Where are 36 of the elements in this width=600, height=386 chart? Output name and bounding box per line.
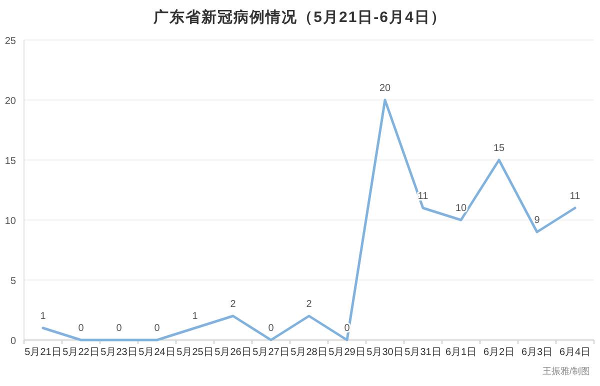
data-label: 0 xyxy=(116,323,122,334)
x-tick-label: 5月26日 xyxy=(214,347,252,358)
y-tick-label: 15 xyxy=(4,156,16,167)
x-tick-label: 6月2日 xyxy=(483,347,515,358)
chart-title: 广东省新冠病例情况（5月21日-6月4日） xyxy=(152,8,446,26)
x-tick-label: 5月23日 xyxy=(100,347,138,358)
x-tick-label: 6月3日 xyxy=(521,347,553,358)
data-label: 9 xyxy=(534,215,540,226)
data-label: 1 xyxy=(192,311,198,322)
x-tick-label: 5月24日 xyxy=(138,347,176,358)
x-tick-label: 5月31日 xyxy=(404,347,442,358)
y-tick-label: 10 xyxy=(4,216,16,227)
text: 王振雅/制图 xyxy=(542,366,590,376)
data-label: 0 xyxy=(268,323,274,334)
y-tick-label: 25 xyxy=(4,36,16,47)
x-tick-label: 6月1日 xyxy=(445,347,477,358)
data-label: 1 xyxy=(40,311,46,322)
data-label: 0 xyxy=(154,323,160,334)
data-label: 11 xyxy=(570,191,581,202)
data-label: 2 xyxy=(306,299,312,310)
x-tick-label: 5月27日 xyxy=(252,347,290,358)
data-label: 15 xyxy=(493,143,505,154)
x-tick-label: 5月21日 xyxy=(24,347,62,358)
data-label: 10 xyxy=(455,203,467,214)
y-tick-label: 0 xyxy=(10,336,16,347)
data-label: 2 xyxy=(230,299,236,310)
x-tick-label: 5月30日 xyxy=(366,347,404,358)
x-tick-label: 6月4日 xyxy=(559,347,591,358)
x-tick-label: 5月28日 xyxy=(290,347,328,358)
y-tick-label: 5 xyxy=(10,276,16,287)
y-tick-label: 20 xyxy=(4,96,16,107)
x-tick-label: 5月29日 xyxy=(328,347,366,358)
x-tick-label: 5月22日 xyxy=(62,347,100,358)
x-tick-label: 5月25日 xyxy=(176,347,214,358)
data-label: 20 xyxy=(379,83,391,94)
data-label: 0 xyxy=(78,323,84,334)
